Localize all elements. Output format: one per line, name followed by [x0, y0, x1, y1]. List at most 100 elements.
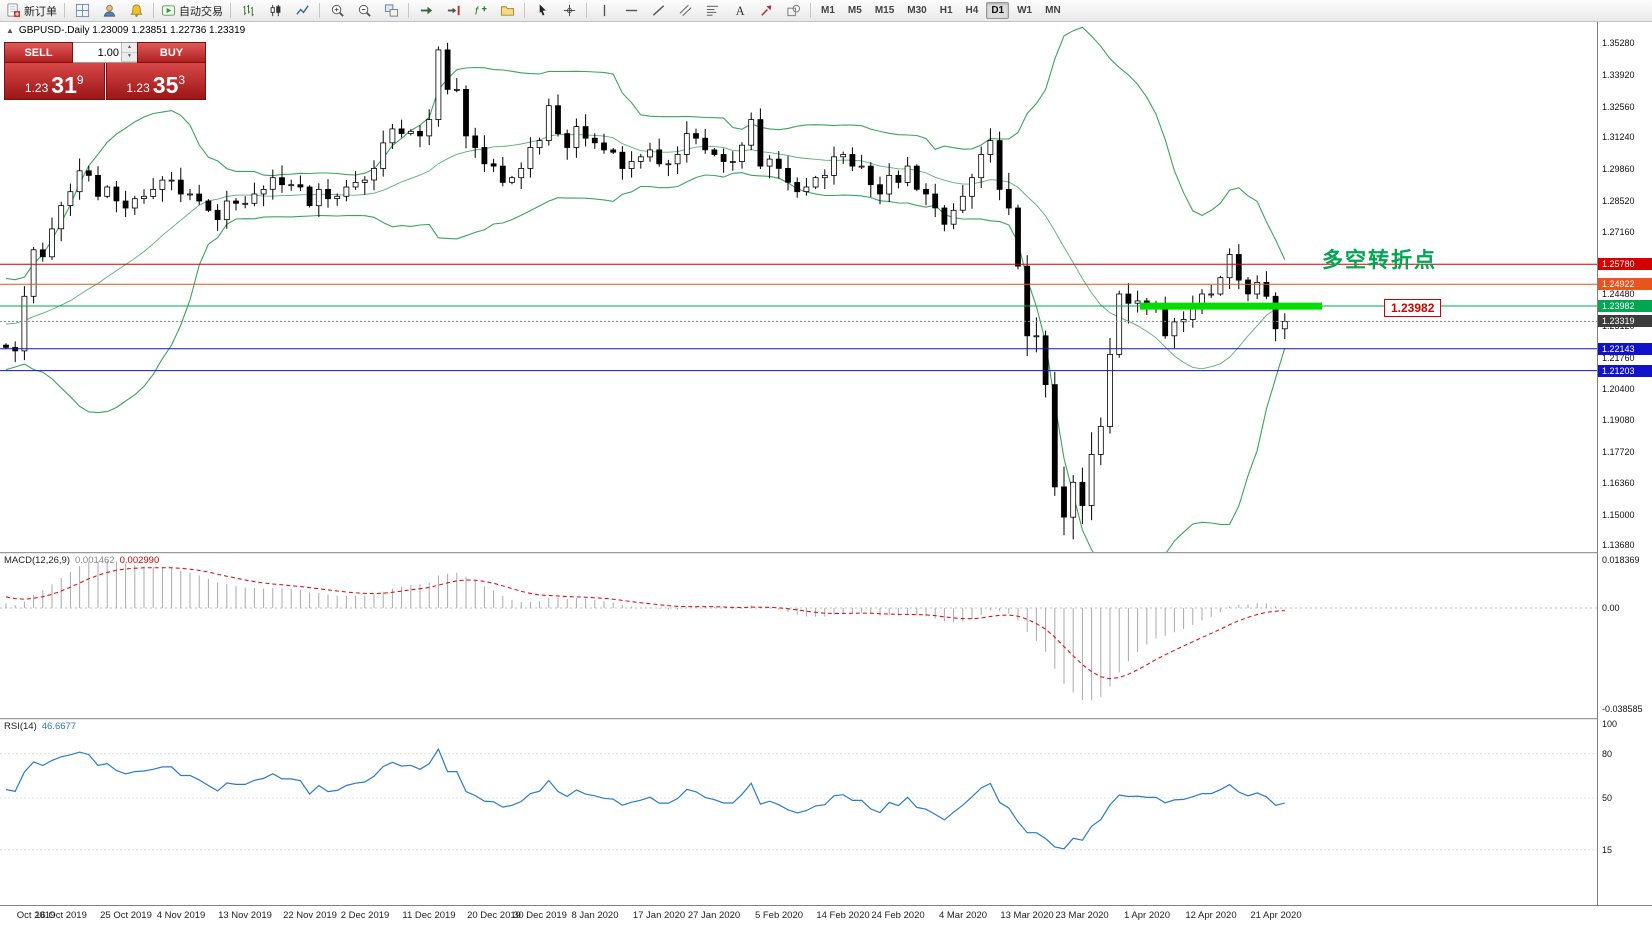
text-tool-icon: A [732, 3, 747, 18]
main-chart-canvas[interactable] [0, 22, 1597, 552]
toolbar-btn-line-chart[interactable] [289, 1, 315, 21]
buy-price-point: 3 [178, 73, 186, 87]
toolbar-btn-fibonacci[interactable] [699, 1, 725, 21]
toolbar-btn-text-tool[interactable]: A [726, 1, 752, 21]
toolbar-separator [319, 3, 320, 18]
toolbar-btn-alerts[interactable] [123, 1, 149, 21]
sell-button[interactable]: SELL [4, 42, 73, 63]
volume-up-icon[interactable]: ▲ [122, 43, 137, 53]
price-axis-tick: 1.31240 [1602, 132, 1635, 142]
toolbar-btn-trendline[interactable] [645, 1, 671, 21]
time-axis-label: 2 Dec 2019 [340, 910, 390, 921]
toolbar-btn-arrows-tool[interactable] [753, 1, 779, 21]
time-axis-label: 20 Dec 2019 [467, 910, 521, 921]
volume-stepper[interactable]: ▲ ▼ [121, 43, 137, 62]
sell-price[interactable]: 1.23 31 9 [4, 63, 105, 100]
panel-separator[interactable] [0, 552, 1652, 553]
price-axis-tick: 1.20400 [1602, 384, 1635, 394]
timeframe-h1[interactable]: H1 [939, 5, 953, 16]
price-axis-tick: 1.32560 [1602, 102, 1635, 112]
timeframe-m15[interactable]: M15 [874, 5, 895, 16]
profiles-icon [102, 3, 117, 18]
horizontal-line-icon [624, 3, 639, 18]
chart-region: 1.35280 1.33920 1.32560 1.31240 1.29860 1.285… [0, 22, 1652, 947]
buy-button[interactable]: BUY [137, 42, 206, 63]
macd-indicator-label: MACD(12,26,9) 0.001462 0.002990 [4, 555, 160, 566]
price-axis-tick: 1.17720 [1602, 447, 1635, 457]
panel-separator[interactable] [0, 718, 1652, 719]
one-click-trading-panel: SELL ▲▼ BUY 1.23 31 9 1.23 35 3 [4, 42, 206, 100]
panel-separator-highlight [0, 553, 1652, 554]
rsi-panel-canvas[interactable] [0, 718, 1597, 905]
time-axis-label: Oct 2019 [16, 910, 56, 921]
buy-price-big: 1.23 [126, 81, 150, 95]
toolbar-btn-new-order[interactable]: 新订单 [3, 1, 60, 21]
timeframe-mn[interactable]: MN [1045, 5, 1061, 16]
macd-axis-tick: 0.00 [1602, 603, 1620, 613]
toolbar-btn-bar-chart[interactable] [235, 1, 261, 21]
toolbar-btn-chart-shift[interactable] [440, 1, 466, 21]
price-axis-tick: 1.13680 [1602, 540, 1635, 550]
svg-text:f: f [474, 5, 479, 17]
toolbar-separator [230, 3, 231, 18]
toolbar-btn-horizontal-line[interactable] [618, 1, 644, 21]
toolbar-btn-auto-scroll[interactable] [413, 1, 439, 21]
time-axis-label: 1 Apr 2020 [1124, 910, 1170, 921]
toolbar-btn-crosshair[interactable] [556, 1, 582, 21]
toolbar-btn-zoom-in[interactable] [324, 1, 350, 21]
volume-box: ▲▼ [73, 42, 137, 63]
price-line-label: 1.22143 [1598, 343, 1652, 355]
toolbar-btn-indicators[interactable]: f [467, 1, 493, 21]
price-axis-tick: 1.28520 [1602, 196, 1635, 206]
one-click-collapse-arrow[interactable]: ▲ [6, 26, 14, 35]
time-axis-label: 13 Mar 2020 [1000, 910, 1054, 921]
timeframe-m5[interactable]: M5 [847, 5, 862, 16]
time-axis-label: 14 Feb 2020 [816, 910, 870, 921]
time-axis-label: 17 Jan 2020 [632, 910, 686, 921]
toolbar-btn-templates[interactable] [494, 1, 520, 21]
timeframe-h4[interactable]: H4 [965, 5, 979, 16]
vertical-line-icon [597, 3, 612, 18]
timeframe-m1[interactable]: M1 [821, 5, 835, 16]
toolbar-btn-tile-windows[interactable] [378, 1, 404, 21]
toolbar-btn-channel[interactable] [672, 1, 698, 21]
zoom-in-icon [330, 3, 345, 18]
toolbar-btn-shapes-tool[interactable] [780, 1, 806, 21]
svg-text:A: A [735, 4, 744, 18]
timeframe-d1[interactable]: D1 [986, 2, 1010, 19]
zoom-out-icon [357, 3, 372, 18]
time-axis-label: 21 Apr 2020 [1250, 910, 1302, 921]
toolbar-btn-autotrading[interactable]: 自动交易 [158, 1, 226, 21]
toolbar-btn-profiles[interactable] [96, 1, 122, 21]
time-axis-label: 22 Nov 2019 [283, 910, 337, 921]
time-axis-label: 8 Jan 2020 [571, 910, 619, 921]
volume-down-icon[interactable]: ▼ [122, 52, 137, 62]
toolbar-btn-candle-chart[interactable] [262, 1, 288, 21]
macd-panel-canvas[interactable] [0, 552, 1597, 718]
charts-grid-icon [75, 3, 90, 18]
toolbar-separator [408, 3, 409, 18]
toolbar-btn-charts-grid[interactable] [69, 1, 95, 21]
chart-annotation-text[interactable]: 多空转折点 [1322, 249, 1437, 272]
macd-axis-tick: -0.038585 [1602, 704, 1643, 714]
new-order-icon [6, 3, 21, 18]
symbol-ohlc-text: GBPUSD-.Daily 1.23009 1.23851 1.22736 1.… [18, 25, 246, 36]
toolbar-separator [153, 3, 154, 18]
buy-price[interactable]: 1.23 35 3 [105, 63, 206, 100]
toolbar-btn-vertical-line[interactable] [591, 1, 617, 21]
price-axis-tick: 1.35280 [1602, 38, 1635, 48]
autotrading-icon [161, 3, 176, 18]
time-axis-label: 16 Oct 2019 [35, 910, 87, 921]
volume-input[interactable] [73, 43, 121, 62]
timeframe-m30[interactable]: M30 [907, 5, 927, 16]
time-axis-label: 4 Nov 2019 [156, 910, 206, 921]
price-tag-label[interactable]: 1.23982 [1384, 299, 1442, 317]
price-axis[interactable]: 1.35280 1.33920 1.32560 1.31240 1.29860 1.285… [1597, 22, 1652, 905]
timeframe-w1[interactable]: W1 [1017, 5, 1033, 16]
auto-scroll-icon [419, 3, 434, 18]
candle-chart-icon [268, 3, 283, 18]
toolbar-btn-cursor[interactable] [529, 1, 555, 21]
toolbar-btn-zoom-out[interactable] [351, 1, 377, 21]
time-axis[interactable]: Oct 2019 16 Oct 2019 25 Oct 2019 4 Nov 2019… [0, 905, 1652, 947]
